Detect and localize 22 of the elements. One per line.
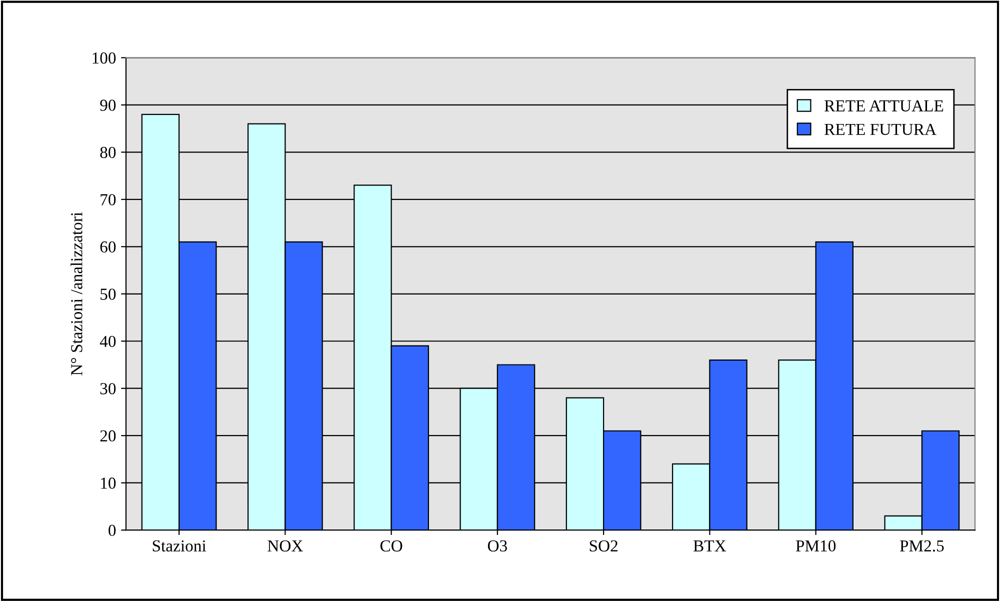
x-tick-label: Stazioni [152,540,206,552]
y-tick-label: 30 [100,383,116,394]
y-tick-label: 90 [100,100,116,111]
x-tick-label: BTX [694,540,726,552]
y-tick-label: 40 [100,336,116,348]
y-axis-title: N° Stazioni /analizzatori [70,212,82,376]
x-tick-label: NOX [268,540,303,552]
x-tick-label: SO2 [590,540,618,552]
x-tick-label: PM10 [796,540,836,552]
y-tick-label: 100 [92,52,116,64]
y-tick-label: 60 [100,241,116,253]
x-tick-label: CO [380,540,402,552]
y-tick-label: 80 [100,146,116,158]
y-tick-label: 0 [108,524,116,536]
legend-label: RETE ATTUALE [824,100,944,112]
x-tick-label: PM2.5 [900,540,944,552]
y-tick-label: 70 [100,194,116,206]
y-tick-label: 20 [100,430,116,442]
legend-label: RETE FUTURA [824,124,936,136]
x-tick-label: O3 [488,540,507,552]
y-tick-label: 10 [101,478,116,489]
y-tick-label: 50 [100,288,116,300]
